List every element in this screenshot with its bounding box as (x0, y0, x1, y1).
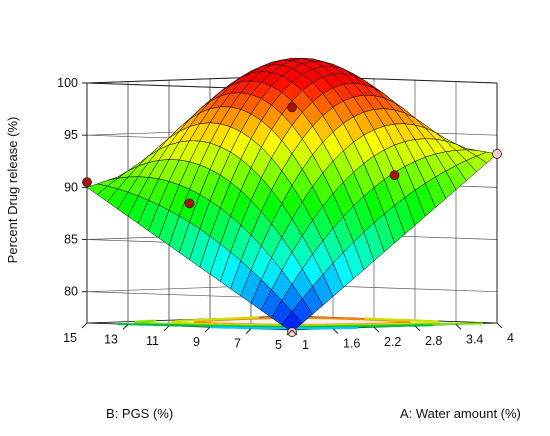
design-point (184, 198, 195, 209)
z-tick-label: 90 (64, 180, 78, 194)
y-tick-label: 13 (104, 332, 118, 346)
floor-contours (117, 316, 484, 330)
x-tick (332, 328, 339, 334)
response-surface (86, 57, 498, 333)
z-tick-label: 95 (64, 128, 78, 142)
x-tick-label: 2.8 (425, 334, 442, 348)
x-tick-label: 1 (302, 338, 309, 352)
y-tick (163, 325, 170, 332)
x-axis-title: A: Water amount (%) (400, 406, 521, 421)
y-tick (81, 322, 88, 329)
y-tick-label: 15 (63, 331, 77, 345)
surface-cell (281, 311, 303, 333)
design-points (82, 102, 502, 337)
y-tick-label: 9 (193, 335, 200, 349)
x-tick (414, 325, 421, 332)
design-point (287, 102, 297, 113)
design-point (287, 327, 297, 337)
y-tick-label: 5 (275, 338, 282, 352)
x-tick-label: 4 (507, 331, 514, 345)
y-tick-label: 11 (146, 334, 159, 348)
x-tick (496, 322, 503, 329)
y-tick (286, 329, 293, 336)
x-tick-label: 1.6 (343, 337, 360, 351)
design-point (82, 177, 92, 188)
y-tick (245, 328, 252, 334)
design-point (389, 170, 400, 181)
contour-line (210, 326, 359, 330)
z-tick-label: 100 (57, 76, 78, 90)
axes: 80 85 90 95 100 1 1.6 2.2 2.8 3.4 4 5 7 9 11 13 15 A: Wat… (5, 76, 521, 421)
design-point (492, 149, 502, 159)
x-tick-label: 3.4 (466, 332, 483, 346)
x-tick (455, 324, 462, 330)
x-tick-label: 2.2 (384, 335, 401, 349)
y-tick-label: 7 (234, 337, 241, 351)
z-axis-title: Percent Drug release (%) (5, 117, 20, 264)
y-tick (122, 324, 129, 330)
x-tick (291, 329, 298, 336)
z-grid-line (86, 284, 498, 300)
x-tick (373, 326, 380, 333)
y-axis-title: B: PGS (%) (106, 406, 173, 421)
z-tick-label: 85 (64, 233, 78, 247)
y-tick (204, 326, 211, 333)
z-tick-label: 80 (64, 285, 78, 299)
